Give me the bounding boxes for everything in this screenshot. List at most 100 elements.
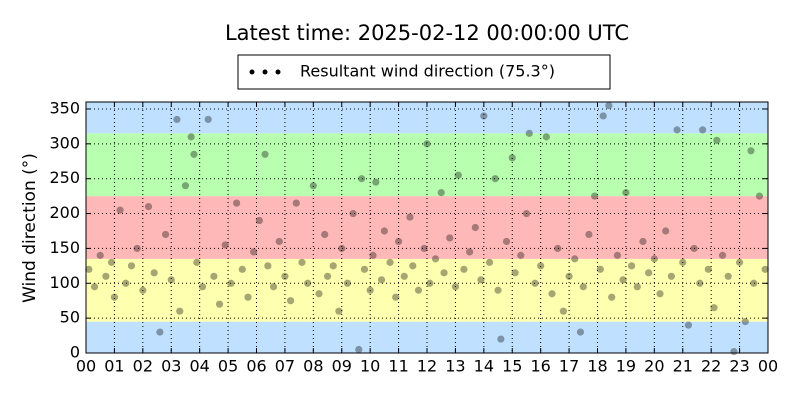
data-point [250, 248, 258, 256]
data-point [244, 293, 252, 301]
data-point [710, 304, 718, 312]
data-point [633, 283, 641, 291]
y-tick-label: 300 [49, 133, 80, 152]
x-tick-label: 00 [758, 357, 778, 376]
data-point [679, 258, 687, 266]
data-point [619, 276, 627, 284]
data-point [304, 279, 312, 287]
data-point [662, 227, 670, 235]
data-point [107, 258, 116, 266]
x-tick-label: 23 [729, 357, 749, 376]
x-tick-label: 13 [445, 357, 465, 376]
y-tick-label: 0 [70, 343, 80, 362]
data-point [423, 140, 431, 148]
data-point [554, 244, 562, 253]
x-tick-label: 12 [417, 357, 437, 376]
data-point [628, 262, 636, 270]
x-tick-label: 09 [332, 357, 352, 376]
data-point [338, 244, 346, 253]
data-point [85, 265, 93, 273]
data-point [454, 171, 462, 179]
y-axis-label: Wind direction (°) [20, 153, 40, 303]
x-tick-label: 06 [246, 357, 266, 376]
data-point [406, 213, 414, 221]
y-tick-label: 100 [49, 273, 80, 292]
data-point [591, 192, 599, 200]
legend-marker [275, 69, 281, 75]
data-point [537, 262, 545, 270]
data-point [608, 293, 616, 301]
data-point [323, 272, 332, 280]
x-tick-label: 00 [76, 357, 96, 376]
x-tick-label: 08 [303, 357, 323, 376]
data-point [673, 126, 681, 134]
data-point [446, 234, 454, 242]
data-point [409, 262, 417, 270]
x-tick-label: 19 [616, 357, 636, 376]
data-point [287, 297, 295, 305]
data-point [372, 178, 380, 186]
data-point [471, 223, 479, 232]
data-point [358, 175, 366, 183]
data-point [264, 262, 272, 270]
data-point [494, 286, 502, 294]
data-point [198, 283, 207, 291]
data-point [605, 101, 613, 110]
data-point [525, 129, 533, 137]
data-point [713, 136, 721, 144]
x-tick-label: 22 [701, 357, 721, 376]
data-point [718, 251, 727, 259]
data-point [261, 150, 269, 158]
x-tick-label: 17 [559, 357, 579, 376]
data-point [187, 133, 195, 141]
data-point [724, 272, 732, 280]
data-point [377, 276, 386, 284]
data-point [502, 237, 511, 246]
data-point [335, 307, 343, 315]
data-point [321, 230, 329, 239]
data-point [380, 227, 388, 235]
data-point [420, 244, 428, 253]
data-point [451, 283, 460, 291]
data-point [298, 258, 306, 266]
data-point [645, 269, 653, 277]
data-point [650, 255, 658, 263]
data-point [349, 209, 357, 218]
data-point [400, 272, 408, 280]
data-point [233, 199, 241, 207]
data-point [366, 286, 374, 294]
data-point [190, 150, 198, 158]
data-point [210, 272, 218, 280]
x-tick-label: 18 [587, 357, 607, 376]
data-point [460, 265, 468, 273]
data-point [747, 147, 755, 155]
data-point [315, 290, 323, 298]
data-point [90, 283, 99, 291]
legend-box [237, 54, 611, 90]
data-point [585, 230, 593, 239]
data-point [656, 290, 664, 298]
data-point [150, 269, 158, 277]
y-tick-label: 50 [60, 308, 80, 327]
data-point [613, 251, 621, 259]
data-point [741, 318, 749, 326]
data-point [542, 133, 550, 141]
data-point [343, 279, 352, 287]
data-point [690, 244, 698, 253]
x-tick-label: 11 [388, 357, 408, 376]
data-point [116, 206, 124, 214]
x-tick-label: 03 [161, 357, 181, 376]
data-point [176, 307, 184, 315]
y-tick-label: 200 [49, 203, 80, 222]
data-point [161, 230, 170, 239]
x-tick-label: 02 [133, 357, 153, 376]
x-tick-label: 10 [360, 357, 380, 376]
data-point [275, 237, 283, 246]
data-point [394, 237, 403, 246]
data-point [639, 237, 647, 246]
data-point [522, 209, 531, 218]
y-tick-label: 150 [49, 238, 80, 257]
data-point [667, 272, 675, 280]
data-point [491, 175, 499, 183]
